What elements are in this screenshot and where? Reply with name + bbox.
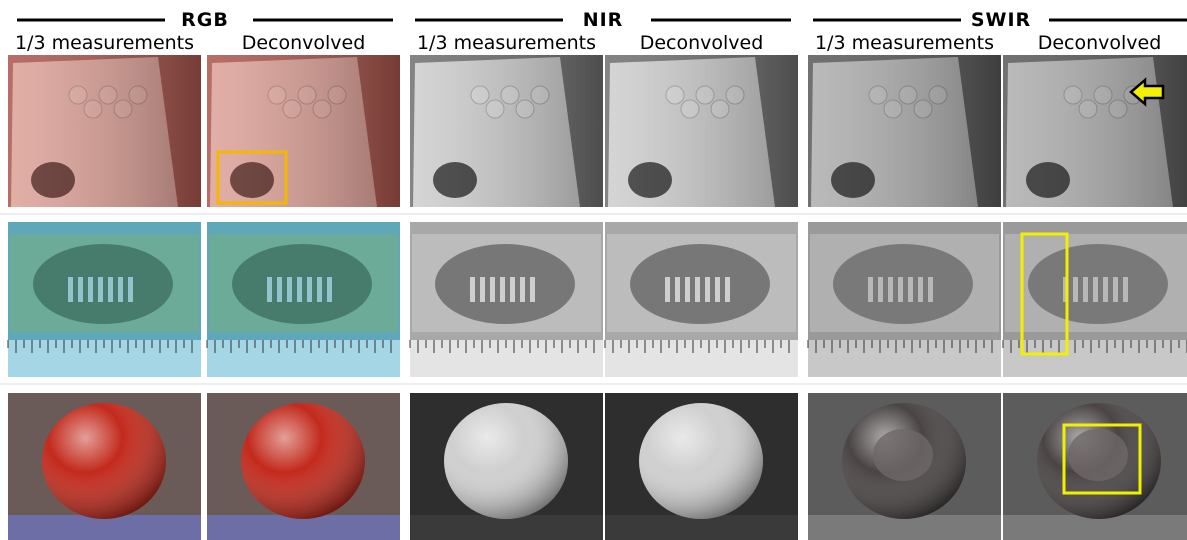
column: [277, 277, 282, 302]
column: [1103, 277, 1108, 302]
column: [267, 277, 272, 302]
column: [470, 277, 475, 302]
column: [725, 277, 730, 302]
column: [705, 277, 710, 302]
column-label: Deconvolved: [1038, 32, 1162, 54]
column: [307, 277, 312, 302]
column: [78, 277, 83, 302]
ruler: [1003, 340, 1187, 377]
column: [685, 277, 690, 302]
figure: RGB1/3 measurementsDeconvolvedNIR1/3 mea…: [0, 0, 1187, 540]
column: [908, 277, 913, 302]
column: [898, 277, 903, 302]
column: [665, 277, 670, 302]
column-label: 1/3 measurements: [815, 32, 994, 54]
apple-shade: [241, 403, 365, 519]
column: [520, 277, 525, 302]
apple-shade: [444, 403, 568, 519]
column: [715, 277, 720, 302]
column: [530, 277, 535, 302]
column: [88, 277, 93, 302]
column: [490, 277, 495, 302]
column: [98, 277, 103, 302]
column: [1093, 277, 1098, 302]
column: [287, 277, 292, 302]
column: [480, 277, 485, 302]
column: [1083, 277, 1088, 302]
shade: [8, 55, 201, 207]
column: [878, 277, 883, 302]
shade: [605, 55, 798, 207]
column-label: Deconvolved: [242, 32, 366, 54]
shade: [808, 55, 1001, 207]
column: [868, 277, 873, 302]
column: [918, 277, 923, 302]
shade: [410, 55, 603, 207]
group-title: RGB: [181, 9, 229, 31]
column: [317, 277, 322, 302]
column: [327, 277, 332, 302]
column: [695, 277, 700, 302]
column-label: 1/3 measurements: [417, 32, 596, 54]
column: [1073, 277, 1078, 302]
column: [128, 277, 133, 302]
column: [510, 277, 515, 302]
column: [500, 277, 505, 302]
column: [675, 277, 680, 302]
group-title: NIR: [583, 9, 624, 31]
shade: [1003, 55, 1187, 207]
bruise: [1068, 429, 1128, 481]
column: [108, 277, 113, 302]
column: [1123, 277, 1128, 302]
apple-shade: [42, 403, 166, 519]
column-label: Deconvolved: [640, 32, 764, 54]
shade: [207, 55, 400, 207]
bruise: [873, 429, 933, 481]
group-title: SWIR: [971, 9, 1031, 31]
column: [297, 277, 302, 302]
column: [928, 277, 933, 302]
column: [888, 277, 893, 302]
column: [118, 277, 123, 302]
column: [1113, 277, 1118, 302]
column-label: 1/3 measurements: [15, 32, 194, 54]
apple-shade: [639, 403, 763, 519]
column: [68, 277, 73, 302]
